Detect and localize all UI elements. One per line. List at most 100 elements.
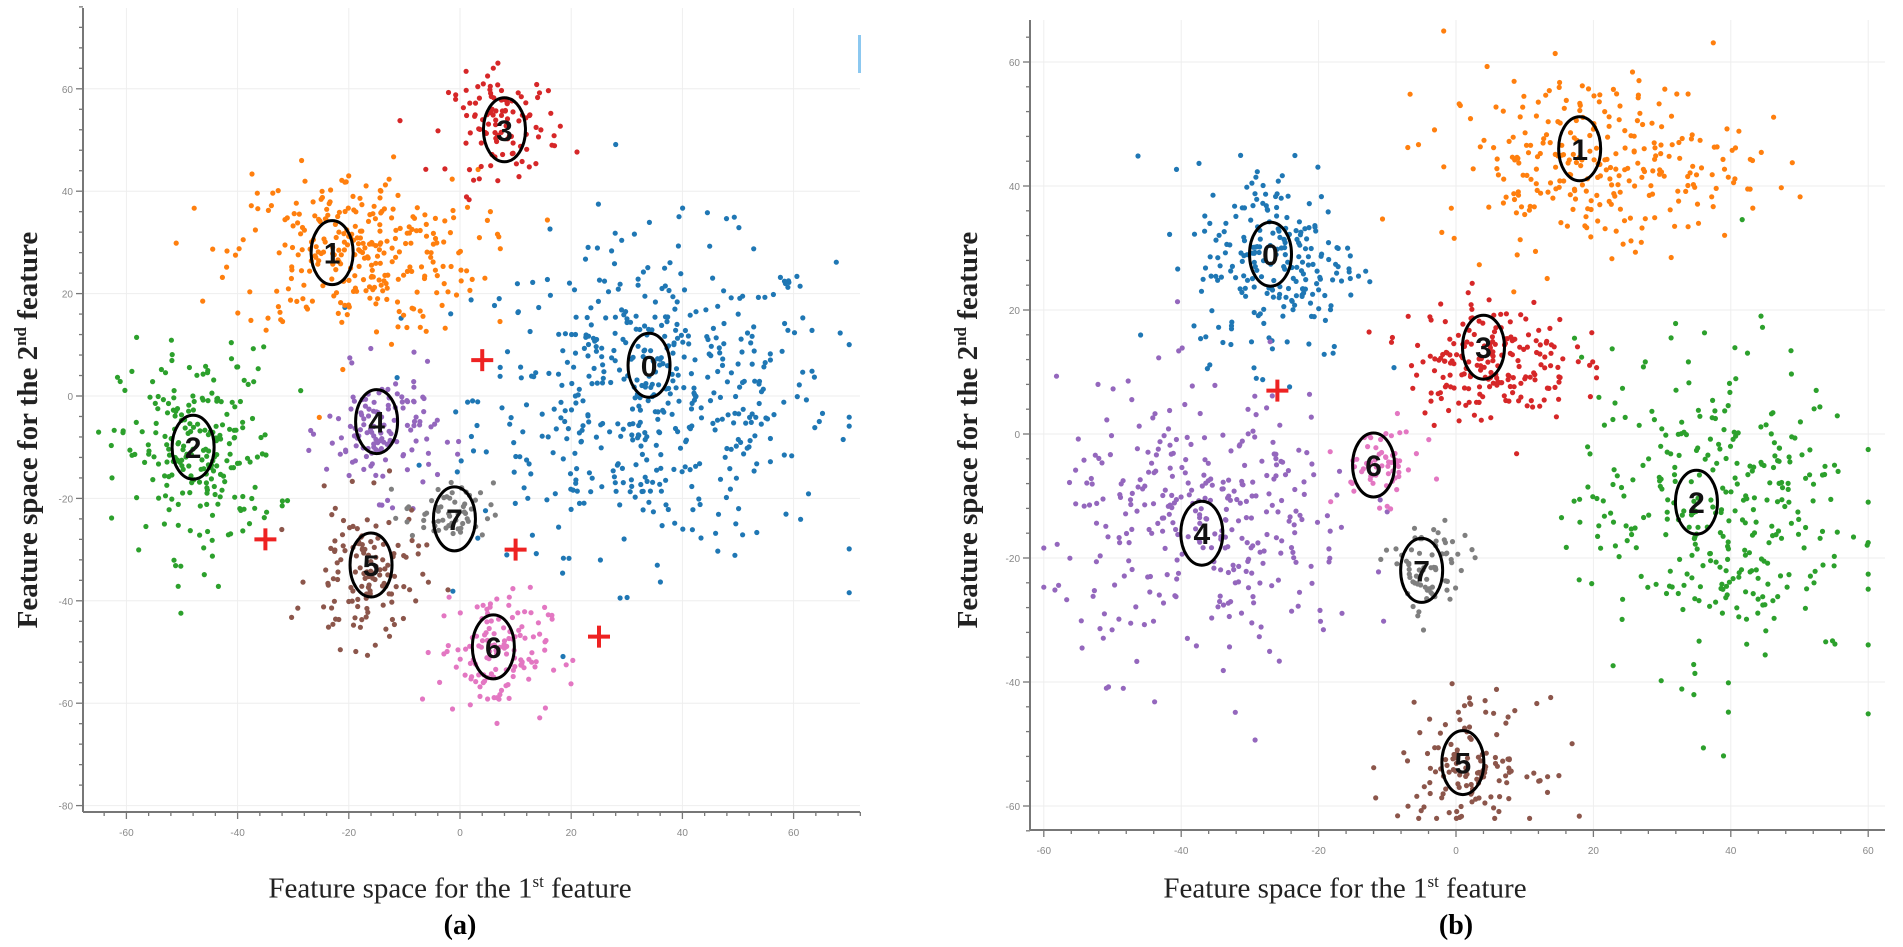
data-point [405, 399, 411, 405]
data-point [449, 176, 455, 182]
red-plus-marker [254, 528, 277, 551]
data-point [316, 414, 322, 420]
data-point [621, 536, 627, 542]
data-point [1403, 429, 1409, 435]
data-point [1719, 610, 1725, 616]
data-point [197, 532, 203, 538]
data-point [1209, 482, 1215, 488]
data-point [1257, 236, 1263, 242]
data-point [1156, 592, 1162, 598]
data-point [671, 342, 677, 348]
data-point [1491, 805, 1497, 811]
data-point [740, 379, 746, 386]
data-point [478, 163, 484, 170]
data-point [1222, 545, 1228, 551]
data-point [1613, 166, 1619, 172]
data-point [1786, 572, 1792, 578]
data-point [342, 208, 348, 215]
data-point [1301, 479, 1307, 485]
data-point [764, 416, 771, 422]
data-point [1563, 97, 1569, 103]
data-point [1667, 207, 1673, 213]
data-point [474, 422, 480, 429]
data-point [1449, 560, 1455, 566]
data-point [770, 291, 777, 298]
data-point [330, 244, 336, 250]
data-point [1594, 365, 1600, 371]
data-point [1345, 245, 1351, 251]
data-point [728, 370, 735, 376]
data-point [248, 317, 254, 323]
data-point [1236, 563, 1242, 570]
data-point [1290, 549, 1296, 556]
data-point [1166, 511, 1172, 517]
data-point [503, 123, 509, 129]
data-point [483, 449, 489, 455]
panel-tag-a: (a) [443, 910, 477, 941]
data-point [1373, 445, 1379, 451]
data-point [1254, 196, 1260, 202]
data-point [1480, 320, 1486, 326]
data-point [437, 679, 443, 686]
data-point [1151, 470, 1157, 476]
data-point [1303, 277, 1309, 283]
data-point [1626, 178, 1632, 184]
data-point [633, 326, 639, 332]
data-point [1236, 443, 1242, 449]
data-point [1089, 481, 1095, 487]
data-point [656, 382, 662, 388]
data-point [533, 659, 539, 665]
data-point [635, 276, 641, 282]
data-point [1404, 758, 1411, 764]
data-point [1495, 172, 1501, 178]
data-point [733, 521, 739, 527]
data-point [1231, 488, 1237, 494]
data-point [134, 334, 140, 340]
data-point [1558, 220, 1564, 226]
data-point [129, 368, 135, 374]
data-point [639, 488, 645, 495]
data-point [424, 358, 431, 364]
data-point [1693, 172, 1700, 178]
data-point [1129, 566, 1135, 573]
data-point [1296, 589, 1303, 595]
data-point [341, 231, 347, 237]
data-point [298, 231, 304, 237]
data-point [1865, 446, 1871, 453]
data-point [429, 498, 435, 504]
data-point [744, 330, 751, 336]
data-point [1137, 477, 1143, 483]
data-point [441, 281, 447, 287]
data-point [557, 123, 563, 129]
data-point [1209, 615, 1215, 621]
data-point [262, 432, 268, 438]
data-point [237, 506, 243, 512]
data-point [1823, 639, 1829, 645]
data-point [1714, 460, 1720, 466]
data-point [1511, 196, 1518, 203]
data-point [369, 569, 375, 576]
data-point [340, 543, 346, 549]
data-point [1198, 288, 1205, 294]
data-point [747, 438, 753, 444]
data-point [731, 214, 737, 220]
data-point [145, 442, 151, 448]
data-point [291, 211, 297, 217]
data-point [1831, 553, 1837, 560]
data-point [480, 81, 486, 87]
data-point [494, 596, 500, 602]
data-point [715, 548, 721, 554]
data-point [1428, 398, 1434, 404]
data-point [593, 348, 600, 354]
data-point [1296, 219, 1302, 225]
data-point [582, 256, 589, 262]
data-point [1327, 307, 1334, 313]
data-point [1291, 555, 1297, 561]
data-point [1620, 596, 1626, 602]
cluster-label-ellipse [470, 613, 516, 681]
data-point [1524, 172, 1530, 178]
data-point [1264, 405, 1270, 411]
data-point [1710, 504, 1716, 510]
data-point [840, 436, 846, 443]
data-point [384, 285, 390, 291]
